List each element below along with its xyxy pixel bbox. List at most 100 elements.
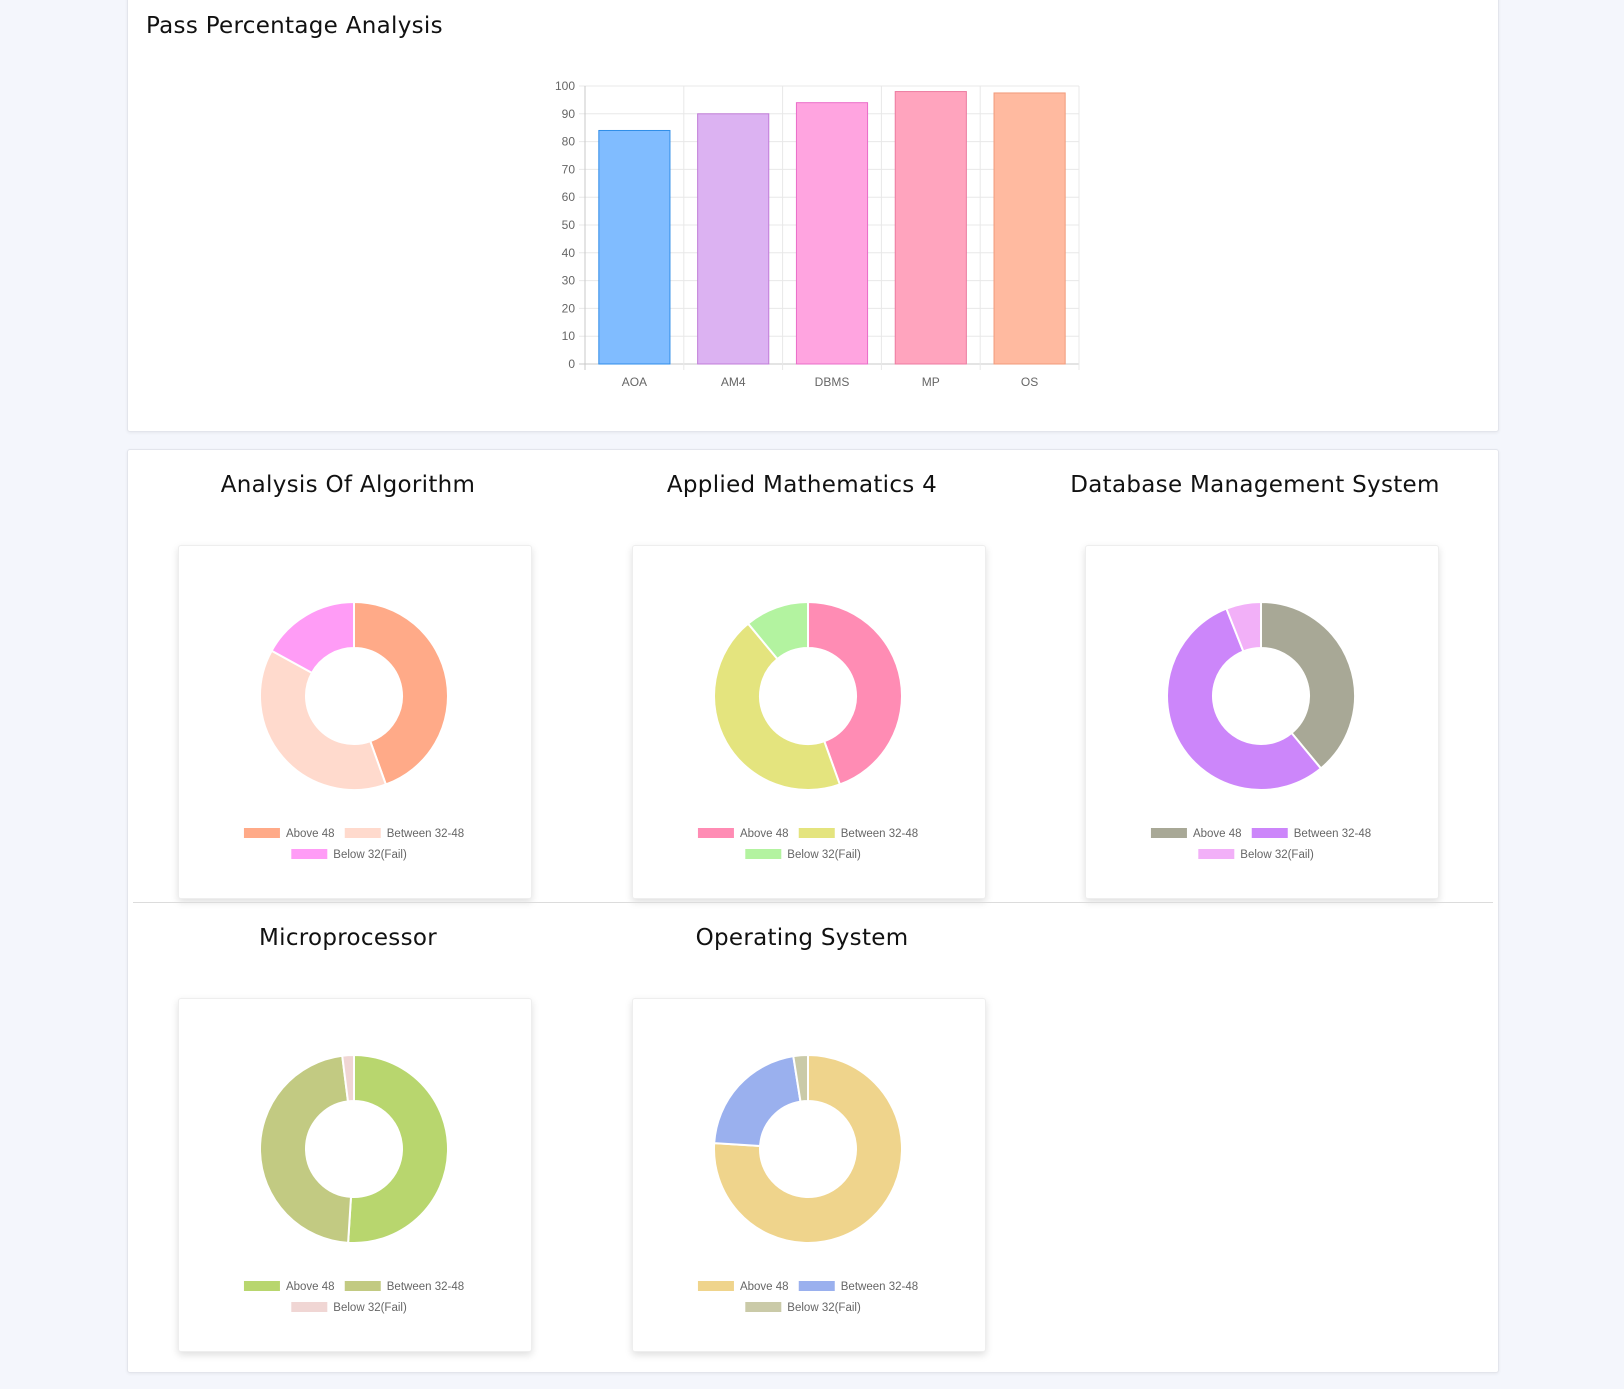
subject-title-dbms: Database Management System — [1070, 472, 1440, 498]
legend-item-below-32-fail[interactable]: Below 32(Fail) — [1198, 849, 1314, 861]
legend-label: Between 32-48 — [841, 828, 918, 840]
donut-panel-mp: Above 48 Between 32-48 Below 32(Fail) — [178, 998, 532, 1352]
x-tick-label: OS — [1021, 375, 1038, 389]
y-tick-label: 30 — [562, 274, 576, 288]
legend-swatch — [745, 1302, 782, 1312]
donut-slice-above-48[interactable] — [353, 600, 449, 786]
donut-slice-above-48[interactable] — [1260, 600, 1356, 770]
donut-slice-between-32-48[interactable] — [259, 649, 388, 791]
legend-swatch — [1198, 849, 1235, 859]
donut-panel-dbms: Above 48 Between 32-48 Below 32(Fail) — [1085, 545, 1439, 899]
bar-am4[interactable] — [697, 113, 770, 365]
legend-label: Between 32-48 — [841, 1281, 918, 1293]
legend-label: Above 48 — [286, 1281, 335, 1293]
donut-panel-am4: Above 48 Between 32-48 Below 32(Fail) — [632, 545, 986, 899]
legend-swatch — [697, 1281, 734, 1291]
legend-swatch — [1251, 828, 1288, 838]
legend-item-below-32-fail[interactable]: Below 32(Fail) — [291, 849, 407, 861]
x-tick-label: AOA — [622, 375, 647, 389]
legend-swatch — [798, 1281, 835, 1291]
donut-slice-below-32-fail[interactable] — [270, 600, 355, 675]
donut-slice-above-48[interactable] — [713, 1053, 903, 1244]
donut-slice-below-32-fail[interactable] — [341, 1053, 355, 1103]
legend-item-below-32-fail[interactable]: Below 32(Fail) — [745, 849, 861, 861]
legend-label: Below 32(Fail) — [333, 1302, 407, 1314]
x-tick-label: DBMS — [815, 375, 850, 389]
subject-am4: Applied Mathematics 4 Above 48 Between 32… — [612, 468, 992, 899]
legend-item-below-32-fail[interactable]: Below 32(Fail) — [745, 1302, 861, 1314]
subject-title-aoa: Analysis Of Algorithm — [220, 472, 476, 498]
bar-dbms[interactable] — [795, 102, 869, 365]
y-tick-label: 60 — [562, 190, 576, 204]
donut-chart-mp: Above 48 Between 32-48 Below 32(Fail) — [243, 1053, 464, 1314]
legend-label: Below 32(Fail) — [1240, 849, 1314, 861]
legend-item-above-48[interactable]: Above 48 — [243, 828, 335, 840]
donut-slice-below-32-fail[interactable] — [746, 600, 809, 661]
legend-item-above-48[interactable]: Above 48 — [1150, 828, 1242, 840]
bar-os[interactable] — [993, 92, 1066, 365]
donut-slice-between-32-48[interactable] — [259, 1054, 353, 1244]
donut-slice-below-32-fail[interactable] — [792, 1053, 809, 1103]
bar-aoa[interactable] — [598, 129, 671, 365]
legend-label: Between 32-48 — [387, 1281, 464, 1293]
legend-item-between-32-48[interactable]: Between 32-48 — [344, 1281, 464, 1293]
legend-label: Below 32(Fail) — [787, 849, 861, 861]
donut-slice-between-32-48[interactable] — [1166, 607, 1323, 791]
legend-label: Between 32-48 — [1294, 828, 1371, 840]
legend-item-above-48[interactable]: Above 48 — [697, 1281, 789, 1293]
subject-analysis-card: Analysis Of Algorithm Above 48 Between 32… — [127, 449, 1499, 1373]
legend-label: Above 48 — [740, 1281, 789, 1293]
subject-os: Operating System Above 48 Between 32-48 Be… — [612, 921, 992, 1352]
pass-percentage-title: Pass Percentage Analysis — [146, 13, 443, 39]
y-tick-label: 70 — [562, 162, 576, 176]
legend-item-between-32-48[interactable]: Between 32-48 — [1251, 828, 1371, 840]
legend-item-between-32-48[interactable]: Between 32-48 — [344, 828, 464, 840]
donut-slice-between-32-48[interactable] — [713, 1055, 802, 1148]
bar-mp[interactable] — [894, 91, 967, 365]
legend-swatch — [697, 828, 734, 838]
y-tick-label: 100 — [555, 79, 575, 93]
legend-item-below-32-fail[interactable]: Below 32(Fail) — [291, 1302, 407, 1314]
legend-label: Above 48 — [1193, 828, 1242, 840]
legend-item-between-32-48[interactable]: Between 32-48 — [798, 1281, 918, 1293]
legend-label: Above 48 — [286, 828, 335, 840]
donut-slice-between-32-48[interactable] — [713, 622, 842, 791]
pass-percentage-bar-chart: 0 10 20 30 40 50 60 70 80 90 100 AOA AM4 DBMS MP OS — [555, 79, 1080, 389]
subject-title-os: Operating System — [695, 925, 909, 951]
subject-title-mp: Microprocessor — [258, 925, 437, 951]
legend-swatch — [291, 849, 328, 859]
y-tick-label: 20 — [562, 301, 576, 315]
donut-slice-below-32-fail[interactable] — [1225, 600, 1262, 653]
subject-title-am4: Applied Mathematics 4 — [666, 472, 938, 498]
x-tick-label: MP — [922, 375, 940, 389]
y-tick-label: 10 — [562, 329, 576, 343]
legend-swatch — [798, 828, 835, 838]
donut-chart-dbms: Above 48 Between 32-48 Below 32(Fail) — [1150, 600, 1371, 861]
donut-panel-os: Above 48 Between 32-48 Below 32(Fail) — [632, 998, 986, 1352]
legend-item-above-48[interactable]: Above 48 — [243, 1281, 335, 1293]
legend-label: Below 32(Fail) — [333, 849, 407, 861]
donut-chart-os: Above 48 Between 32-48 Below 32(Fail) — [697, 1053, 918, 1314]
legend-item-between-32-48[interactable]: Between 32-48 — [798, 828, 918, 840]
x-tick-label: AM4 — [721, 375, 746, 389]
subject-mp: Microprocessor Above 48 Between 32-48 Belo… — [158, 921, 538, 1352]
legend-swatch — [344, 1281, 381, 1291]
legend-swatch — [243, 828, 280, 838]
legend-swatch — [291, 1302, 328, 1312]
donut-slice-above-48[interactable] — [347, 1053, 449, 1244]
legend-item-above-48[interactable]: Above 48 — [697, 828, 789, 840]
donut-slice-above-48[interactable] — [807, 600, 903, 786]
legend-label: Below 32(Fail) — [787, 1302, 861, 1314]
y-tick-label: 0 — [568, 357, 575, 371]
pass-percentage-card: Pass Percentage Analysis 0 10 20 30 40 50 60 70… — [127, 0, 1499, 432]
y-tick-label: 90 — [562, 107, 576, 121]
subject-dbms: Database Management System Above 48 Betwe… — [1065, 468, 1445, 899]
y-tick-label: 50 — [562, 218, 576, 232]
legend-swatch — [745, 849, 782, 859]
y-tick-label: 80 — [562, 135, 576, 149]
legend-swatch — [1150, 828, 1187, 838]
legend-label: Above 48 — [740, 828, 789, 840]
legend-swatch — [243, 1281, 280, 1291]
donut-chart-am4: Above 48 Between 32-48 Below 32(Fail) — [697, 600, 918, 861]
section-divider — [133, 902, 1493, 903]
